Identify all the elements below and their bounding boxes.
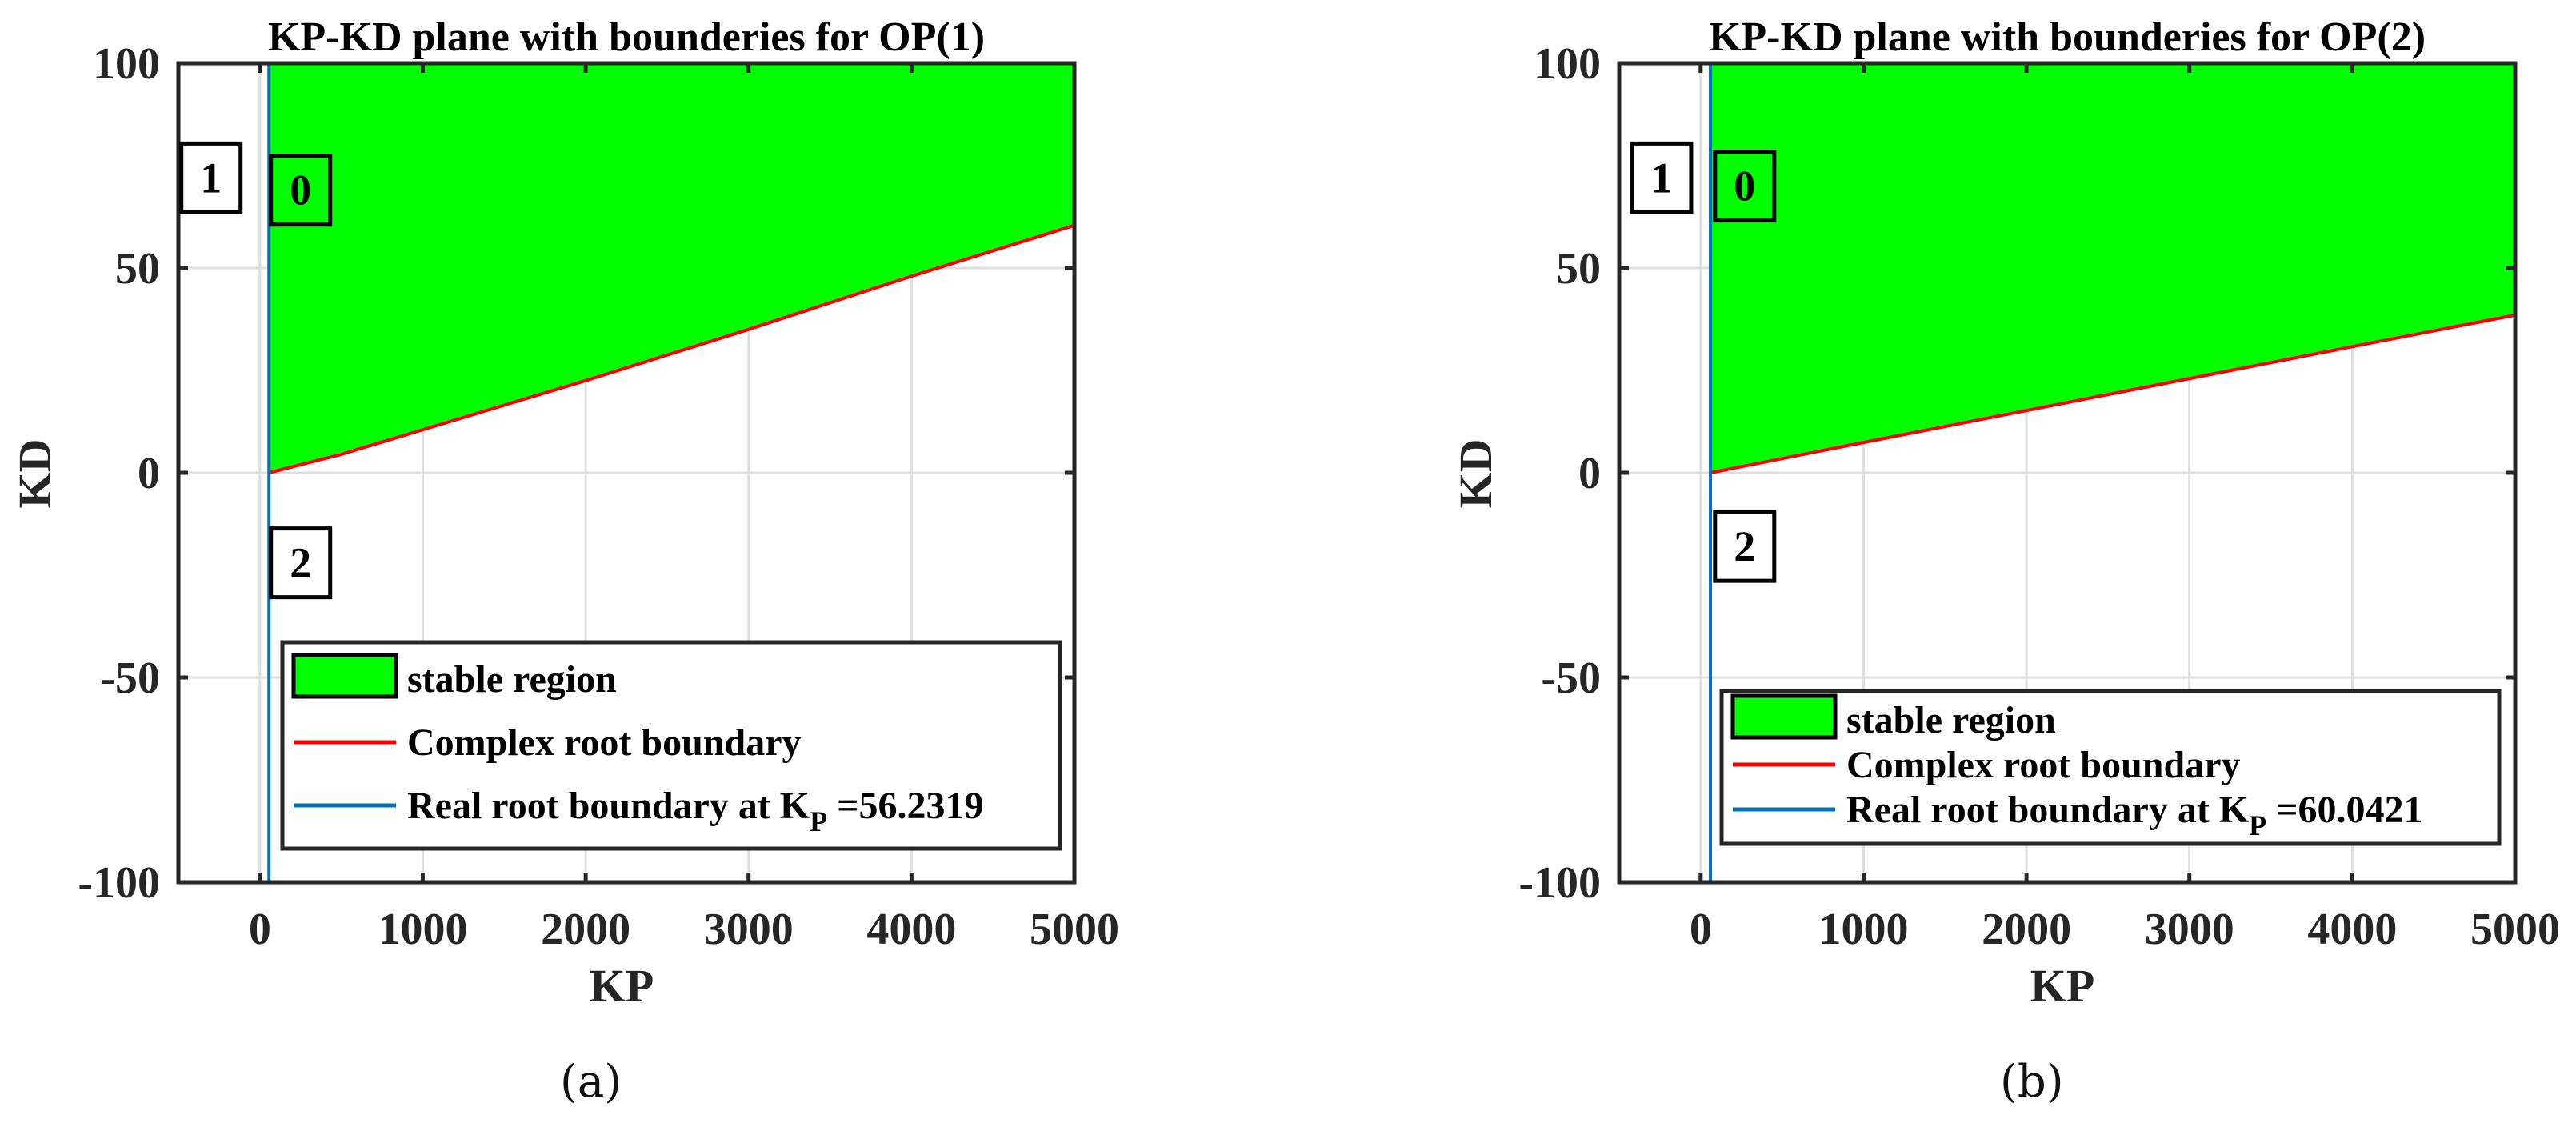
- y-axis-label: KD: [9, 439, 61, 509]
- x-tick-label: 5000: [1030, 905, 1119, 954]
- y-tick-label: 50: [115, 244, 160, 294]
- x-tick-label: 4000: [2307, 905, 2397, 954]
- x-tick-label: 3000: [2145, 905, 2234, 954]
- x-axis-label: KP: [590, 960, 654, 1012]
- svg-text:0: 0: [290, 166, 311, 214]
- complex-root-boundary-line: [268, 223, 1075, 474]
- region-label-1: 1: [1630, 141, 1694, 214]
- x-tick-label: 2000: [1982, 905, 2071, 954]
- panel-b: 0 1000 2000 3000 4000 5000 -100 -50 0 50 100 KP-KD …: [1441, 0, 2576, 1135]
- legend-label: Real root boundary at KP =60.0421: [1846, 789, 2423, 841]
- caption-a: (a): [560, 1056, 622, 1108]
- svg-text:2: 2: [1734, 522, 1755, 570]
- panel-a: 0 1000 2000 3000 4000 5000 -100 -50 0 50 100 KP-KD …: [9, 14, 1119, 1108]
- chart-b: 0 1000 2000 3000 4000 5000 -100 -50 0 50 100 KP-KD …: [1450, 14, 2560, 1012]
- x-tick-label: 3000: [704, 905, 794, 954]
- caption-b: (b): [2000, 1056, 2064, 1108]
- x-tick-label: 1000: [378, 905, 467, 954]
- region-label-1: 1: [179, 141, 243, 214]
- complex-root-boundary-line: [1710, 313, 2516, 474]
- chart-title: KP-KD plane with bounderies for OP(1): [268, 14, 985, 60]
- legend: stable region Complex root boundary Real r…: [280, 640, 1062, 851]
- chart-a: 0 1000 2000 3000 4000 5000 -100 -50 0 50 100 KP-KD …: [9, 14, 1119, 1012]
- region-label-0: 0: [269, 154, 333, 227]
- region-label-2: 2: [1713, 510, 1777, 583]
- legend-label: stable region: [407, 658, 617, 701]
- y-axis-label: KD: [1450, 439, 1502, 509]
- x-tick-label: 1000: [1818, 905, 1908, 954]
- legend-label: Complex root boundary: [1846, 744, 2241, 786]
- svg-text:0: 0: [1734, 162, 1755, 210]
- region-label-2: 2: [269, 526, 333, 600]
- chart-title: KP-KD plane with bounderies for OP(2): [1709, 14, 2426, 60]
- y-tick-label: 0: [138, 449, 160, 498]
- axes: 0 1000 2000 3000 4000 5000 -100 -50 0 50 100: [1518, 39, 2560, 954]
- legend-stable-region-swatch: [291, 653, 398, 699]
- svg-text:1: 1: [1650, 154, 1672, 202]
- x-tick-label: 0: [1690, 905, 1712, 954]
- legend-label: stable region: [1846, 699, 2056, 741]
- x-tick-label: 0: [249, 905, 271, 954]
- y-tick-label: 50: [1556, 244, 1601, 294]
- y-tick-label: -100: [1518, 858, 1601, 908]
- legend-stable-region-swatch: [1730, 693, 1838, 740]
- legend-label: Complex root boundary: [407, 721, 802, 764]
- stable-region-fill: [1710, 63, 2515, 473]
- stable-region-fill: [269, 63, 1074, 473]
- svg-text:1: 1: [200, 154, 222, 202]
- x-axis-label: KP: [2030, 960, 2095, 1012]
- region-label-0: 0: [1713, 150, 1777, 223]
- y-tick-label: 100: [1534, 39, 1601, 89]
- y-tick-label: -50: [1541, 653, 1601, 703]
- x-tick-label: 5000: [2470, 905, 2560, 954]
- x-tick-label: 2000: [541, 905, 630, 954]
- axes: 0 1000 2000 3000 4000 5000 -100 -50 0 50 100: [78, 39, 1119, 954]
- y-tick-label: 0: [1578, 449, 1601, 498]
- y-tick-label: -50: [100, 653, 160, 703]
- y-tick-label: 100: [93, 39, 160, 89]
- legend-label: Real root boundary at KP =56.2319: [407, 785, 984, 837]
- x-tick-label: 4000: [866, 905, 956, 954]
- svg-text:2: 2: [290, 539, 311, 587]
- y-tick-label: -100: [78, 858, 160, 908]
